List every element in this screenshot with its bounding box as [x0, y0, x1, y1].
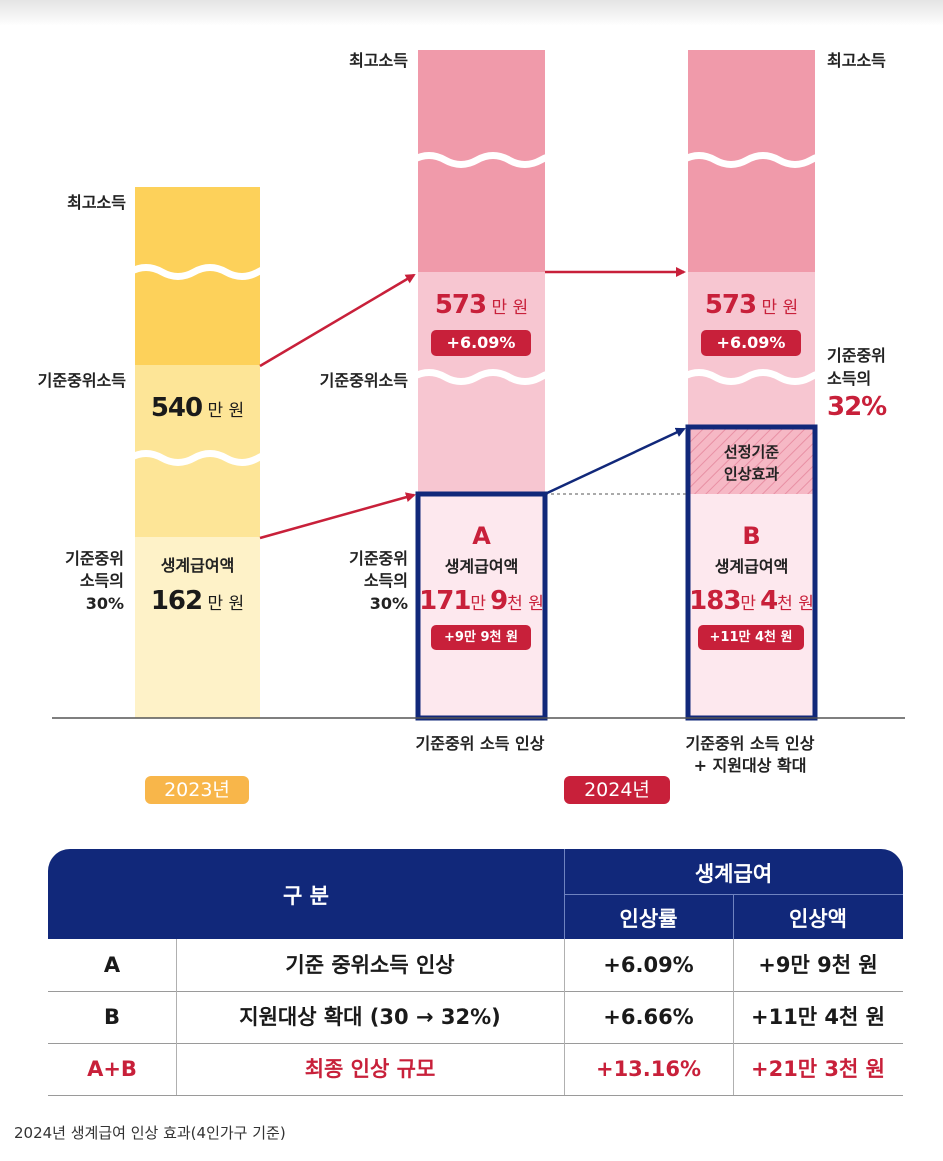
caption-2024a: 기준중위 소득 인상: [415, 734, 545, 753]
row-amount: +9만 9천 원: [758, 953, 878, 977]
table-row: A 기준 중위소득 인상 +6.09% +9만 9천 원: [48, 939, 903, 992]
label-pct-line2-2024b: 소득의: [827, 369, 872, 388]
table-header-rate: 인상률: [619, 907, 678, 931]
figure-caption: 2024년 생계급여 인상 효과(4인가구 기준): [14, 1124, 286, 1142]
benefit-label-2024a: 생계급여액: [444, 557, 519, 576]
top-shadow: [0, 0, 943, 26]
arrow-median-2023-to-2024: [259, 273, 416, 368]
median-increase-pill-2024b: +6.09%: [701, 330, 801, 356]
letter-b: B: [742, 522, 761, 550]
row-rate: +13.16%: [595, 1057, 702, 1081]
caption-2024b-line1: 기준중위 소득 인상: [685, 734, 815, 753]
table-header-group: 생계급여: [694, 862, 773, 886]
caption-2024b-line2: + 지원대상 확대: [693, 756, 807, 775]
label-pct-line2-2023: 소득의: [79, 571, 124, 590]
letter-a: A: [472, 522, 491, 550]
row-key: A+B: [87, 1057, 137, 1081]
row-rate: +6.09%: [603, 953, 694, 977]
benefit-amount-2023: 162 만 원: [150, 586, 245, 616]
row-rate: +6.66%: [603, 1005, 694, 1029]
benefit-label-2023: 생계급여액: [160, 556, 235, 575]
label-median-income-2024a: 기준중위소득: [319, 371, 408, 390]
bar-2023: [128, 187, 292, 718]
bar-2024a: [411, 50, 575, 721]
table-row-total: A+B 최종 인상 규모 +13.16% +21만 3천 원: [48, 1043, 903, 1096]
effect-line2: 인상효과: [723, 465, 780, 483]
arrow-benefit-2023-to-2024: [259, 492, 416, 540]
label-median-income-2023: 기준중위소득: [37, 371, 126, 390]
label-pct-line3-2023: 30%: [85, 594, 124, 613]
benefit-increase-pill-2024b: +11만 4천 원: [698, 625, 804, 650]
year-badge-2023: 2023년: [145, 776, 249, 804]
row-amount: +11만 4천 원: [750, 1005, 885, 1029]
table-row: B 지원대상 확대 (30 → 32%) +6.66% +11만 4천 원: [48, 991, 903, 1044]
table-header-amount: 인상액: [789, 907, 847, 931]
label-pct-line2-2024a: 소득의: [363, 571, 408, 590]
label-max-income-2024b: 최고소득: [827, 51, 886, 70]
effect-line1: 선정기준: [723, 443, 780, 461]
median-amount-2023: 540 만 원: [150, 393, 245, 423]
pct-value-2024b: 32%: [827, 392, 887, 422]
label-max-income-2024a: 최고소득: [349, 51, 408, 70]
label-pct-line1-2024b: 기준중위: [827, 346, 886, 365]
label-pct-line3-2024a: 30%: [369, 594, 408, 613]
benefit-label-2024b: 생계급여액: [714, 557, 789, 576]
label-max-income-2023: 최고소득: [67, 193, 126, 212]
label-pct-line1-2023: 기준중위: [65, 549, 124, 568]
label-pct-line1-2024a: 기준중위: [349, 549, 408, 568]
benefit-amount-2024a: 171만 9천 원: [419, 586, 544, 616]
arrow-threshold-expansion: [544, 427, 686, 496]
median-amount-2024a: 573 만 원: [434, 290, 529, 320]
income-diagram: [52, 50, 905, 721]
row-key: B: [103, 1005, 120, 1029]
row-key: A: [103, 953, 121, 977]
median-increase-pill-2024a: +6.09%: [431, 330, 531, 356]
row-desc: 지원대상 확대 (30 → 32%): [239, 1005, 501, 1029]
header-divider-2: [733, 894, 734, 939]
row-desc: 최종 인상 규모: [304, 1057, 436, 1081]
benefit-increase-pill-2024a: +9만 9천 원: [431, 625, 531, 650]
table-header-category: 구 분: [283, 884, 329, 908]
median-amount-2024b: 573 만 원: [704, 290, 799, 320]
row-amount: +21만 3천 원: [750, 1057, 885, 1081]
row-desc: 기준 중위소득 인상: [285, 953, 455, 977]
benefit-amount-2024b: 183만 4천 원: [689, 586, 814, 616]
bar-2024b: [681, 50, 845, 721]
year-badge-2024: 2024년: [564, 776, 670, 804]
